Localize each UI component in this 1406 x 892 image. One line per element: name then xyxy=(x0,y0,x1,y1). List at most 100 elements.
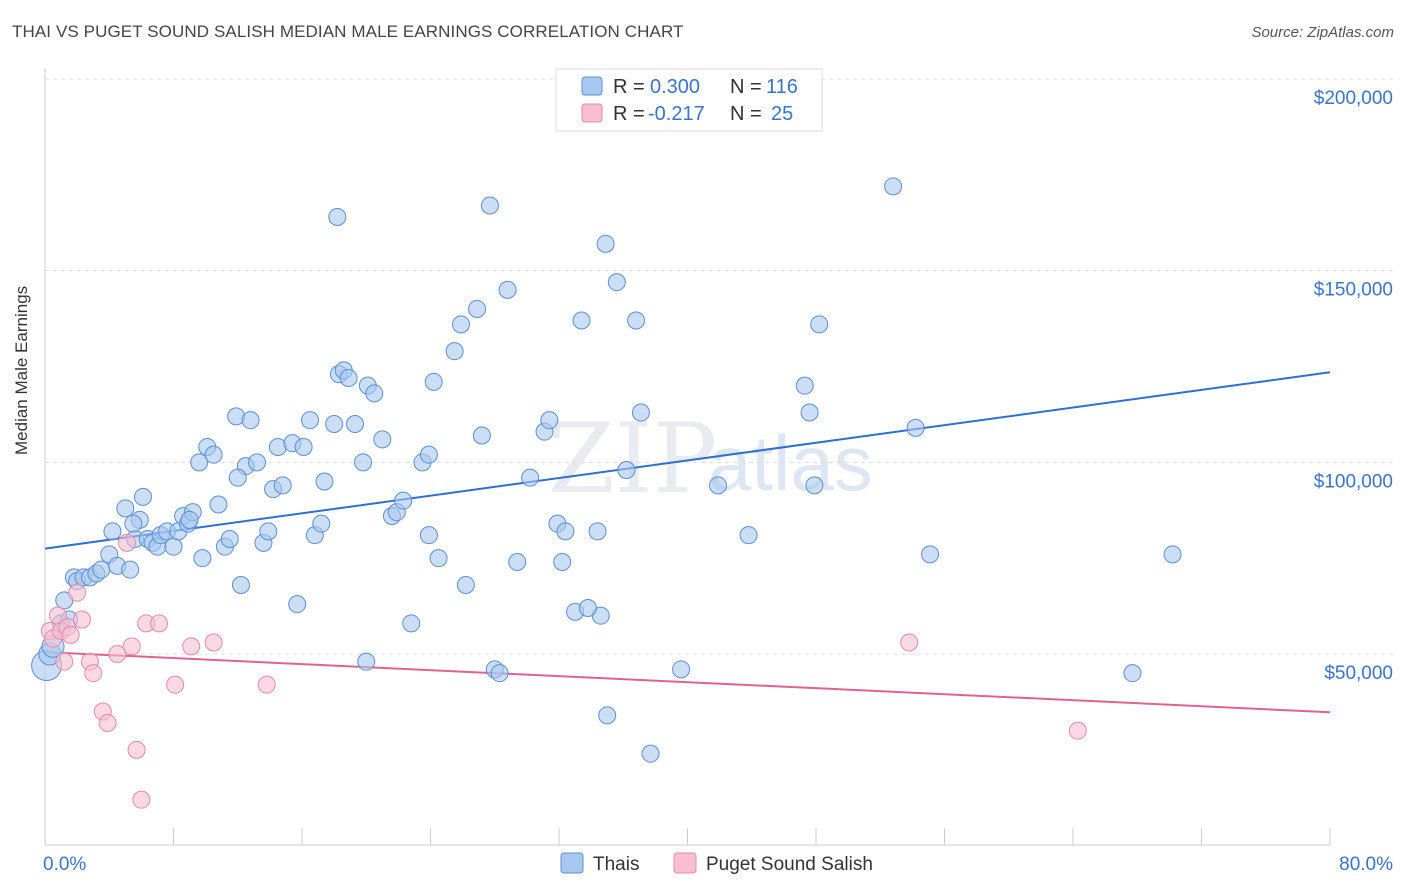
thais-point xyxy=(288,595,307,614)
legend-n-label-thais: N = xyxy=(730,76,762,98)
chart-title: THAI VS PUGET SOUND SALISH MEDIAN MALE E… xyxy=(12,22,684,41)
series-legend-label-salish: Puget Sound Salish xyxy=(706,854,873,875)
thais-point xyxy=(596,234,615,253)
thais-point xyxy=(540,411,559,430)
thais-point xyxy=(365,384,384,403)
salish-point xyxy=(132,790,151,809)
y-tick-label: $50,000 xyxy=(1324,663,1393,684)
thais-point xyxy=(906,418,925,437)
thais-point xyxy=(339,369,358,387)
thais-point xyxy=(190,453,209,472)
thais-trend-line xyxy=(44,371,1331,550)
thais-point xyxy=(498,280,517,299)
source-credit: Source: ZipAtlas.com xyxy=(1251,24,1394,41)
y-tick-label: $150,000 xyxy=(1314,280,1393,301)
thais-point xyxy=(301,411,320,430)
series-legend-swatch-salish xyxy=(673,852,697,874)
thais-point xyxy=(394,491,413,510)
thais-point xyxy=(572,311,591,330)
thais-point xyxy=(631,403,650,422)
thais-point xyxy=(480,196,499,215)
thais-point xyxy=(553,553,572,571)
y-tick-labels: $50,000 $100,000 $150,000 $200,000 xyxy=(1314,88,1393,684)
salish-point xyxy=(127,740,146,759)
watermark-atlas: atlas xyxy=(708,419,873,507)
thais-point xyxy=(468,300,487,318)
thais-point xyxy=(921,545,940,564)
thais-point xyxy=(429,549,448,568)
axes xyxy=(44,68,1331,846)
thais-point xyxy=(800,403,819,422)
thais-point xyxy=(739,526,758,545)
thais-point xyxy=(209,495,228,514)
salish-point xyxy=(72,610,91,629)
salish-point xyxy=(182,637,201,656)
thais-point xyxy=(354,453,373,472)
thais-point xyxy=(472,426,491,445)
thais-point xyxy=(357,652,376,671)
thais-point xyxy=(294,438,313,456)
thais-point xyxy=(805,476,824,495)
gridlines xyxy=(45,78,1393,655)
thais-point xyxy=(116,499,135,518)
thais-point xyxy=(121,560,140,579)
salish-point xyxy=(900,633,919,652)
salish-point xyxy=(117,533,136,552)
thais-point xyxy=(598,706,617,725)
salish-point xyxy=(166,675,185,694)
legend-r-value-salish: -0.217 xyxy=(648,103,705,125)
thais-point xyxy=(402,614,421,633)
y-tick-label: $200,000 xyxy=(1314,88,1393,109)
thais-point xyxy=(228,468,247,487)
series-legend-swatch-thais xyxy=(560,852,584,874)
salish-point xyxy=(84,664,103,683)
thais-point xyxy=(204,445,223,464)
thais-point xyxy=(452,315,471,334)
thais-point xyxy=(795,376,814,395)
thais-point xyxy=(259,522,278,541)
thais-point xyxy=(556,522,575,541)
salish-point xyxy=(98,714,117,732)
thais-point xyxy=(325,415,344,433)
thais-point xyxy=(672,660,691,679)
salish-point xyxy=(257,675,276,694)
thais-point xyxy=(419,445,438,464)
series-legend: Thais Puget Sound Salish xyxy=(560,852,873,875)
thais-point xyxy=(103,522,122,541)
watermark-zip: ZIP xyxy=(548,403,717,515)
salish-point xyxy=(1068,721,1087,740)
thais-point xyxy=(193,549,212,568)
data-points xyxy=(31,177,1182,809)
salish-point xyxy=(55,652,74,671)
thais-point xyxy=(607,273,626,292)
salish-point xyxy=(204,633,223,652)
thais-point xyxy=(588,522,607,541)
thais-point xyxy=(810,315,829,334)
salish-point xyxy=(150,614,169,633)
thais-point xyxy=(248,453,267,472)
salish-trend-line xyxy=(44,651,1331,714)
thais-point xyxy=(373,430,392,449)
legend-r-label-salish: R = xyxy=(613,103,645,125)
thais-point xyxy=(164,537,183,556)
thais-point xyxy=(445,342,464,361)
thais-point xyxy=(521,468,540,487)
thais-point xyxy=(1163,545,1182,564)
series-legend-label-thais: Thais xyxy=(593,854,639,875)
salish-point xyxy=(122,637,141,656)
legend-n-value-salish: 25 xyxy=(771,103,793,125)
thais-point xyxy=(180,510,199,529)
stats-legend: R = 0.300 N = 116 R = -0.217 N = 25 xyxy=(555,68,823,132)
legend-r-label-thais: R = xyxy=(613,76,645,98)
x-tick-label-max: 80.0% xyxy=(1339,854,1393,875)
legend-n-label-salish: N = xyxy=(730,103,762,125)
thais-point xyxy=(312,514,331,533)
legend-swatch-salish xyxy=(581,103,603,123)
thais-point xyxy=(456,576,475,594)
thais-point xyxy=(709,476,728,495)
thais-point xyxy=(419,526,438,545)
salish-point xyxy=(108,645,127,663)
legend-n-value-thais: 116 xyxy=(766,76,798,98)
thais-point xyxy=(490,664,509,683)
